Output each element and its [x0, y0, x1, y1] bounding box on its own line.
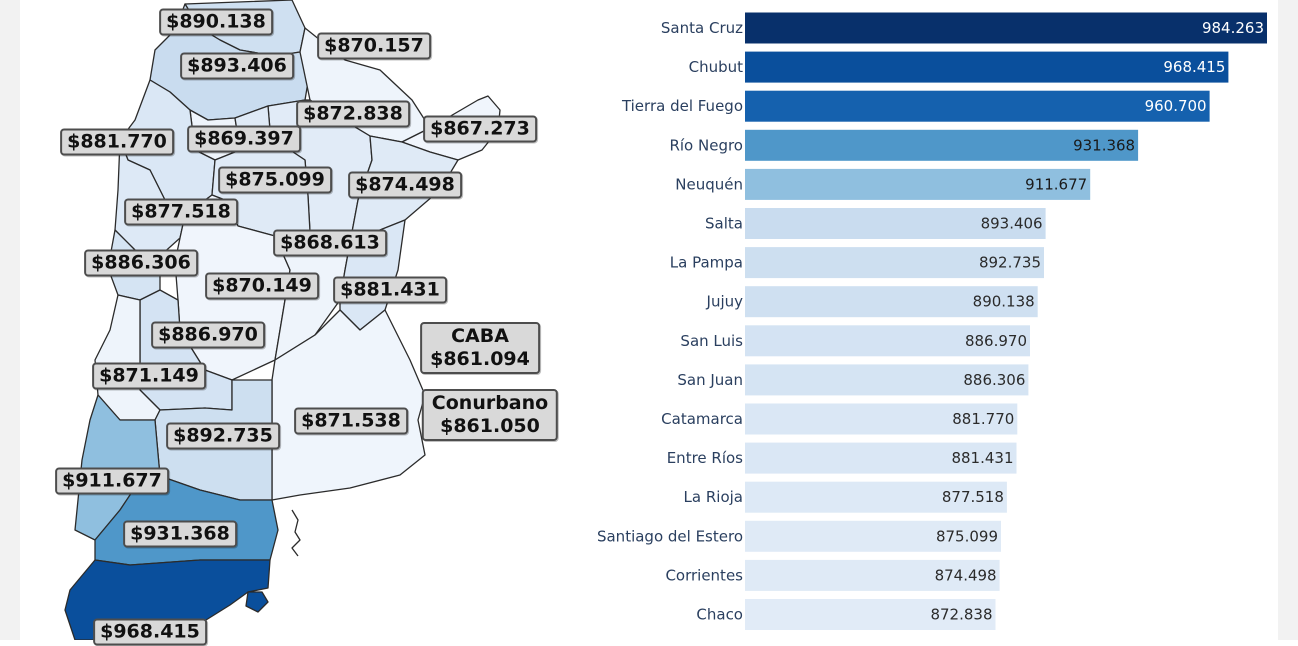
category-label: Catamarca — [661, 410, 743, 428]
category-label: San Juan — [677, 371, 743, 389]
bar-value-label: 890.138 — [973, 293, 1035, 311]
bar — [745, 520, 1001, 552]
bar — [745, 559, 1000, 591]
category-label: Santiago del Estero — [597, 527, 743, 545]
map-value-label: $868.613 — [273, 229, 387, 257]
bar — [745, 325, 1030, 357]
bar-value-label: 872.838 — [930, 606, 992, 624]
bar-value-label: 881.431 — [951, 449, 1013, 467]
category-label: Tierra del Fuego — [621, 97, 743, 115]
right-frame-edge — [1278, 0, 1298, 640]
bar — [745, 364, 1029, 396]
callout-value: $861.050 — [440, 415, 540, 437]
map-value-label: $867.273 — [423, 115, 537, 143]
map-value-label: $881.431 — [333, 276, 447, 304]
bar-value-label: 931.368 — [1073, 136, 1135, 154]
category-label: Chubut — [689, 58, 744, 76]
category-label: Río Negro — [669, 136, 743, 154]
category-label: Salta — [705, 215, 743, 233]
map-value-label: $870.157 — [317, 32, 431, 60]
bar-value-label: 911.677 — [1025, 175, 1087, 193]
map-value-label: $871.538 — [294, 407, 408, 435]
map-value-label: $893.406 — [180, 52, 294, 80]
category-label: Entre Ríos — [667, 449, 743, 467]
bar — [745, 90, 1210, 122]
bar-value-label: 874.498 — [935, 566, 997, 584]
map-coast-detail — [291, 509, 301, 557]
map-value-label: $881.770 — [60, 128, 174, 156]
caba-callout: CABA $861.094 — [420, 322, 540, 374]
callout-name: Conurbano — [431, 392, 549, 414]
horizontal-bar-chart: Santa Cruz 984.263 Chubut 968.415 Tierra del… — [597, 12, 1267, 630]
category-label: La Rioja — [684, 488, 743, 506]
map-value-label: $871.149 — [92, 362, 206, 390]
map-value-label: $875.099 — [218, 166, 332, 194]
callout-value: $861.094 — [430, 348, 530, 370]
category-label: Santa Cruz — [661, 19, 743, 37]
bar-value-label: 877.518 — [942, 488, 1004, 506]
map-value-label: $872.838 — [296, 100, 410, 128]
bar-value-label: 886.970 — [965, 332, 1027, 350]
bar-value-label: 893.406 — [981, 215, 1043, 233]
category-label: Jujuy — [706, 293, 744, 311]
bar — [745, 208, 1046, 239]
bar — [745, 481, 1007, 513]
category-label: Corrientes — [665, 566, 743, 584]
map-value-label: $890.138 — [159, 8, 273, 36]
bar — [745, 403, 1018, 435]
category-label: La Pampa — [670, 254, 743, 272]
map-value-label: $911.677 — [55, 467, 169, 495]
bar — [745, 247, 1044, 279]
bar-value-label: 968.415 — [1163, 58, 1225, 76]
map-value-label: $892.735 — [166, 422, 280, 450]
bar-value-label: 875.099 — [936, 527, 998, 545]
bar — [745, 12, 1267, 44]
left-frame-edge — [0, 0, 20, 640]
map-value-label: $886.970 — [151, 321, 265, 349]
map-region-chubut-peninsula — [245, 591, 269, 613]
bar — [745, 442, 1017, 474]
argentina-choropleth-map — [64, 0, 501, 640]
conurbano-callout: Conurbano $861.050 — [421, 389, 559, 441]
bar — [745, 168, 1091, 200]
category-label: Chaco — [696, 606, 743, 624]
bar-value-label: 892.735 — [979, 254, 1041, 272]
category-label: San Luis — [680, 332, 743, 350]
bar-value-label: 881.770 — [952, 410, 1014, 428]
map-value-label: $931.368 — [123, 520, 237, 548]
map-value-label: $874.498 — [348, 171, 462, 199]
map-value-label: $870.149 — [205, 272, 319, 300]
map-value-label: $886.306 — [84, 249, 198, 277]
map-value-label: $968.415 — [93, 618, 207, 646]
bar-value-label: 886.306 — [963, 371, 1025, 389]
bar — [745, 51, 1229, 83]
bar — [745, 599, 996, 630]
callout-name: CABA — [451, 325, 509, 347]
map-region-buenos-aires — [271, 309, 426, 501]
bar-value-label: 984.263 — [1202, 19, 1264, 37]
bar-value-label: 960.700 — [1145, 97, 1207, 115]
bar — [745, 129, 1139, 161]
category-label: Neuquén — [675, 175, 743, 193]
bar — [745, 286, 1038, 318]
map-value-label: $877.518 — [124, 198, 238, 226]
map-value-label: $869.397 — [187, 125, 301, 153]
